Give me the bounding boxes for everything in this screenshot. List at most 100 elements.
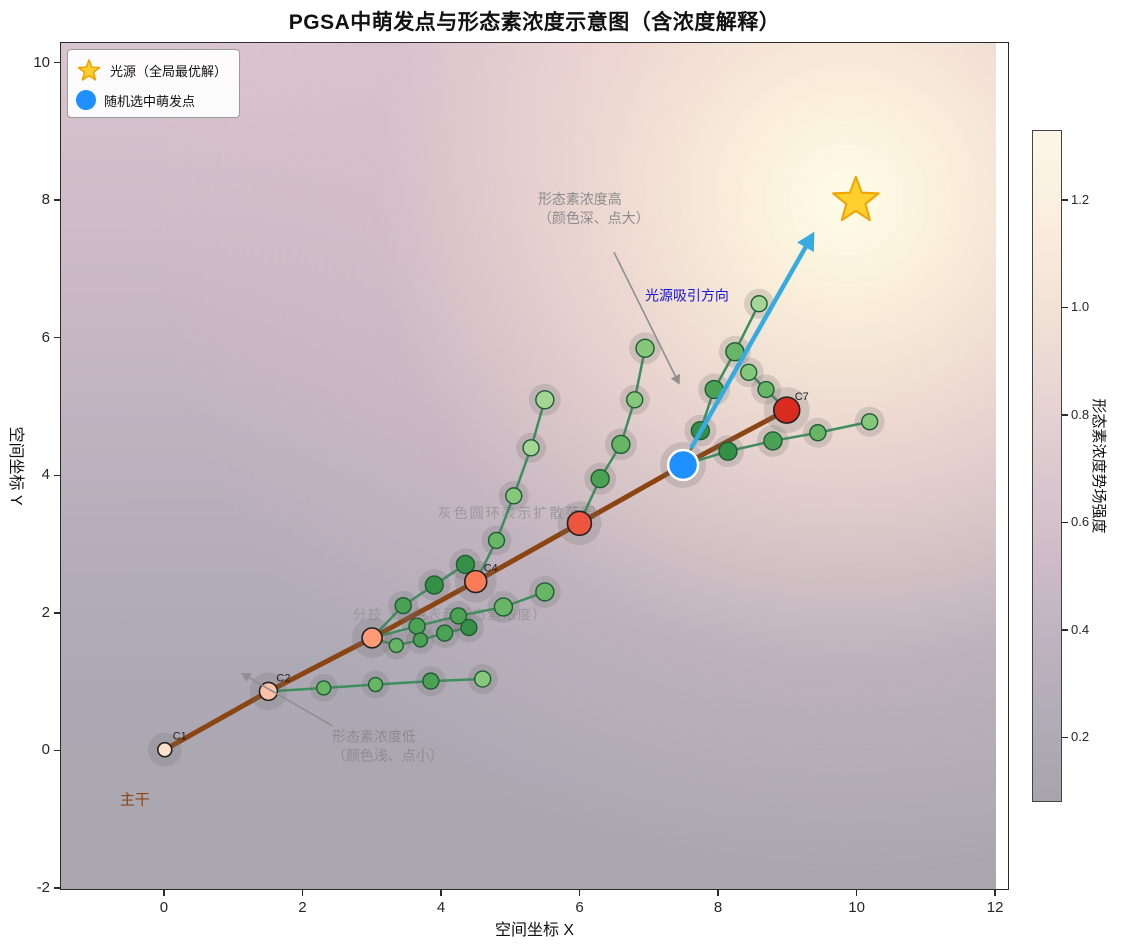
trunk-node-C5: [566, 510, 593, 537]
x-tick-label: 12: [986, 899, 1004, 916]
branch-point: [473, 670, 492, 688]
arrow-line: [613, 251, 677, 378]
branch-point: [757, 380, 775, 399]
y-tick-label: 4: [41, 466, 50, 484]
colorbar-tick-mark: [1062, 414, 1068, 416]
y-tick-mark: [54, 61, 60, 64]
annotation-ring: 灰色圆环表示扩散范围: [438, 505, 597, 521]
colorbar-tick-mark: [1062, 629, 1068, 631]
branch-point: [394, 596, 412, 615]
branch-point: [718, 441, 738, 461]
legend-label-light-source: 光源（全局最优解）: [110, 63, 228, 79]
colorbar-tick-mark: [1062, 521, 1068, 524]
x-tick-label: 4: [436, 899, 446, 916]
plot-canvas: 灰色圆环表示扩散范围分枝（颜色表示形态素浓度）C1C2C4C7形态素浓度高（颜色…: [120, 175, 885, 809]
trunk-node-label-C7: C7: [795, 391, 809, 403]
light-source-star: [832, 175, 880, 222]
colorbar-label: 形态素浓度势场强度: [1090, 398, 1107, 534]
colorbar-tick-label: 0.8: [1071, 406, 1090, 422]
branch-point: [535, 582, 555, 602]
y-tick-label: 6: [41, 328, 50, 346]
branch-point: [367, 676, 384, 693]
annotation-low: （颜色浅、点小）: [332, 747, 444, 763]
branch-point: [626, 391, 644, 409]
branch-point: [493, 597, 514, 617]
branch-point: [449, 607, 468, 625]
branch-point: [424, 575, 444, 595]
star-icon-shape: [77, 59, 101, 81]
legend: 光源（全局最优解） 随机选中萌发点: [67, 49, 241, 118]
colorbar-tick-mark: [1062, 199, 1068, 201]
legend-item-germination-point: 随机选中萌发点: [76, 90, 227, 110]
annotation-low: 形态素浓度低: [332, 728, 416, 744]
trunk-node-C7: [772, 396, 801, 424]
x-tick-mark: [301, 890, 304, 896]
trunk-node-C1: [156, 741, 173, 758]
plot-area: 灰色圆环表示扩散范围分枝（颜色表示形态素浓度）C1C2C4C7形态素浓度高（颜色…: [60, 42, 1009, 890]
branch-point: [455, 554, 476, 575]
x-tick-label: 10: [848, 899, 865, 916]
branch-point: [316, 680, 332, 696]
annotation-direction: 光源吸引方向: [645, 287, 729, 303]
branch-point: [750, 295, 768, 313]
branch-point: [505, 487, 523, 505]
colorbar-tick-label: 0.2: [1071, 729, 1090, 745]
y-tick-label: 0: [41, 741, 50, 759]
colorbar-tick-mark: [1062, 306, 1068, 309]
branch-point: [590, 469, 610, 489]
potential-field-background: [61, 43, 997, 889]
x-tick-mark: [163, 890, 165, 896]
colorbar-tick-mark: [1062, 736, 1068, 739]
trunk-node-C3: [361, 627, 383, 649]
star-icon: [77, 59, 101, 81]
branch-point: [412, 632, 429, 648]
branch-point: [435, 624, 454, 642]
trunk-node-label-C2: C2: [276, 672, 290, 684]
branch-point: [740, 363, 758, 382]
branch-line: [371, 563, 467, 639]
branch-point: [522, 439, 540, 457]
trunk-node-label-C1: C1: [173, 731, 187, 743]
x-tick-mark: [855, 890, 858, 896]
arrow-head: [670, 373, 680, 385]
arrow-head: [240, 672, 252, 683]
selected-germination-point: [666, 448, 700, 482]
branch-point: [635, 338, 655, 359]
branch-point: [763, 431, 783, 451]
branch-point: [611, 434, 631, 455]
colorbar-gradient: [1033, 131, 1061, 801]
colorbar-tick-label: 0.4: [1071, 621, 1090, 637]
colorbar: [1032, 130, 1062, 802]
y-tick-mark: [54, 612, 60, 614]
x-tick-mark: [717, 890, 719, 896]
legend-label-germination-point: 随机选中萌发点: [104, 93, 196, 109]
x-tick-mark: [440, 890, 442, 896]
x-tick-mark: [578, 890, 581, 896]
branch-point: [487, 531, 506, 550]
branch-point: [408, 617, 426, 635]
arrow-line: [689, 245, 808, 449]
colorbar-tick-label: 1.0: [1071, 299, 1090, 315]
x-tick-label: 0: [159, 899, 169, 916]
y-tick-mark: [54, 336, 60, 339]
y-tick-label: 8: [41, 191, 50, 209]
x-tick-label: 6: [575, 899, 584, 916]
arrow-line: [248, 676, 333, 727]
trunk-node-label-C4: C4: [484, 563, 498, 575]
annotation-high: （颜色深、点大）: [538, 210, 650, 226]
y-tick-label: 10: [33, 53, 50, 71]
branch-point: [422, 672, 440, 690]
chart-title: PGSA中萌发点与形态素浓度示意图（含浓度解释）: [288, 11, 781, 34]
y-tick-mark: [54, 474, 60, 477]
branch-point: [860, 413, 879, 431]
colorbar-tick-label: 1.2: [1071, 191, 1090, 207]
branch-point: [535, 390, 555, 410]
colorbar-tick-label: 0.6: [1071, 514, 1090, 530]
annotation-trunk: 主干: [120, 792, 150, 809]
y-tick-mark: [54, 887, 60, 889]
y-tick-mark: [54, 199, 60, 201]
x-tick-label: 8: [713, 899, 723, 916]
annotation-high: 形态素浓度高: [538, 191, 622, 207]
y-tick-label: 2: [41, 603, 50, 621]
